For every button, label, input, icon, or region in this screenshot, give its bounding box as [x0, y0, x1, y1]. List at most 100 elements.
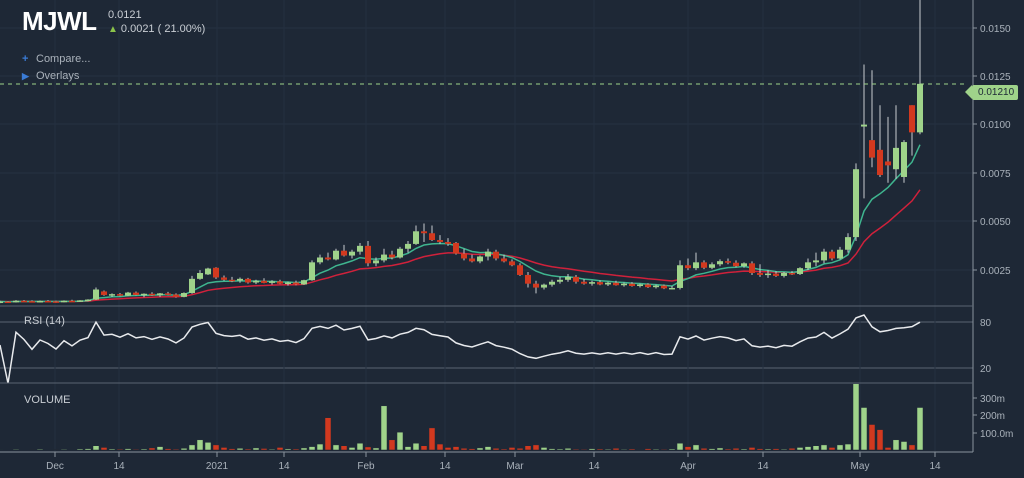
last-price-tag: 0.01210	[964, 85, 1019, 100]
volume-bar	[564, 448, 572, 451]
volume-bar	[548, 448, 556, 451]
volume-bar	[660, 449, 668, 451]
volume-bar	[324, 417, 332, 451]
candle-up	[805, 262, 811, 269]
candle-up	[237, 278, 243, 281]
candle-up	[677, 265, 683, 288]
volume-bar	[916, 407, 924, 451]
candle-up	[765, 273, 771, 276]
candle-down	[29, 301, 35, 303]
volume-bar	[716, 447, 724, 451]
compare-button[interactable]: + Compare...	[22, 53, 90, 66]
volume-bar	[220, 447, 228, 451]
rsi-title: RSI (14)	[24, 315, 65, 327]
symbol-title: MJWL	[22, 6, 97, 36]
volume-bar	[756, 448, 764, 451]
candle-down	[5, 301, 11, 304]
volume-bar	[644, 448, 652, 451]
date-tick-label: 14	[439, 461, 451, 472]
candle-down	[597, 282, 603, 285]
candle-up	[141, 293, 147, 296]
candle-down	[877, 149, 883, 176]
volume-bar	[340, 445, 348, 451]
volume-bar	[740, 448, 748, 451]
candle-up	[309, 262, 315, 281]
date-tick-label: 14	[278, 461, 290, 472]
volume-bar	[668, 448, 676, 451]
candle-down	[517, 265, 523, 275]
candle-up	[109, 294, 115, 296]
volume-bar	[764, 448, 772, 451]
last-price: 0.0121	[108, 9, 142, 21]
candle-down	[629, 283, 635, 287]
rsi-tick-label: 20	[980, 364, 992, 375]
date-tick-label: Feb	[357, 461, 375, 472]
volume-bar	[268, 448, 276, 451]
date-tick-label: Mar	[506, 461, 524, 472]
candle-down	[573, 276, 579, 282]
candle-up	[0, 301, 3, 304]
candle-up	[93, 289, 99, 300]
volume-bar	[820, 444, 828, 451]
volume-bar	[580, 449, 588, 451]
volume-bar	[812, 445, 820, 451]
volume-bar	[556, 448, 564, 451]
price-panel	[0, 0, 923, 304]
volume-bar	[132, 449, 140, 451]
volume-bar	[500, 448, 508, 451]
volume-bar	[604, 448, 612, 451]
candle-down	[525, 274, 531, 284]
volume-bar	[884, 447, 892, 451]
candle-down	[173, 294, 179, 297]
candle-down	[533, 283, 539, 288]
volume-bar	[892, 439, 900, 451]
volume-bar	[228, 448, 236, 451]
volume-bar	[908, 444, 916, 451]
candle-down	[885, 161, 891, 166]
volume-bar	[116, 448, 124, 451]
candle-up	[125, 292, 131, 296]
volume-bar	[124, 448, 132, 451]
volume-bar	[156, 446, 164, 451]
volume-bar	[388, 439, 396, 451]
volume-bar	[844, 443, 852, 451]
volume-bar	[260, 448, 268, 451]
volume-bar	[652, 448, 660, 451]
volume-bar	[76, 448, 84, 451]
rsi-tick-label: 80	[980, 318, 992, 329]
volume-bar	[620, 449, 628, 451]
date-tick-label: 14	[588, 461, 600, 472]
volume-bar	[252, 447, 260, 451]
volume-bar	[108, 448, 116, 451]
volume-bar	[188, 444, 196, 451]
candle-up	[477, 256, 483, 262]
candle-up	[797, 268, 803, 274]
candle-down	[661, 285, 667, 289]
candle-up	[717, 261, 723, 265]
volume-bar	[460, 448, 468, 451]
overlays-button[interactable]: ▶ Overlays	[22, 70, 79, 83]
candle-up	[301, 280, 307, 285]
volume-bar	[636, 449, 644, 451]
price-change-value: 0.0021 ( 21.00%)	[120, 23, 206, 35]
candle-down	[165, 293, 171, 295]
volume-bar	[276, 447, 284, 451]
candle-down	[461, 253, 467, 259]
candle-down	[909, 105, 915, 133]
volume-bar	[788, 448, 796, 451]
volume-bar	[412, 442, 420, 451]
candle-up	[37, 300, 43, 303]
volume-bar	[148, 447, 156, 451]
candle-down	[221, 277, 227, 280]
volume-bar	[868, 424, 876, 451]
candle-up	[693, 262, 699, 269]
candle-down	[749, 263, 755, 274]
candle-down	[229, 279, 235, 282]
candle-up	[61, 300, 67, 303]
volume-bar	[204, 442, 212, 451]
volume-bar	[612, 448, 620, 451]
volume-bar	[52, 449, 60, 451]
candle-up	[637, 284, 643, 287]
volume-bar	[748, 447, 756, 451]
